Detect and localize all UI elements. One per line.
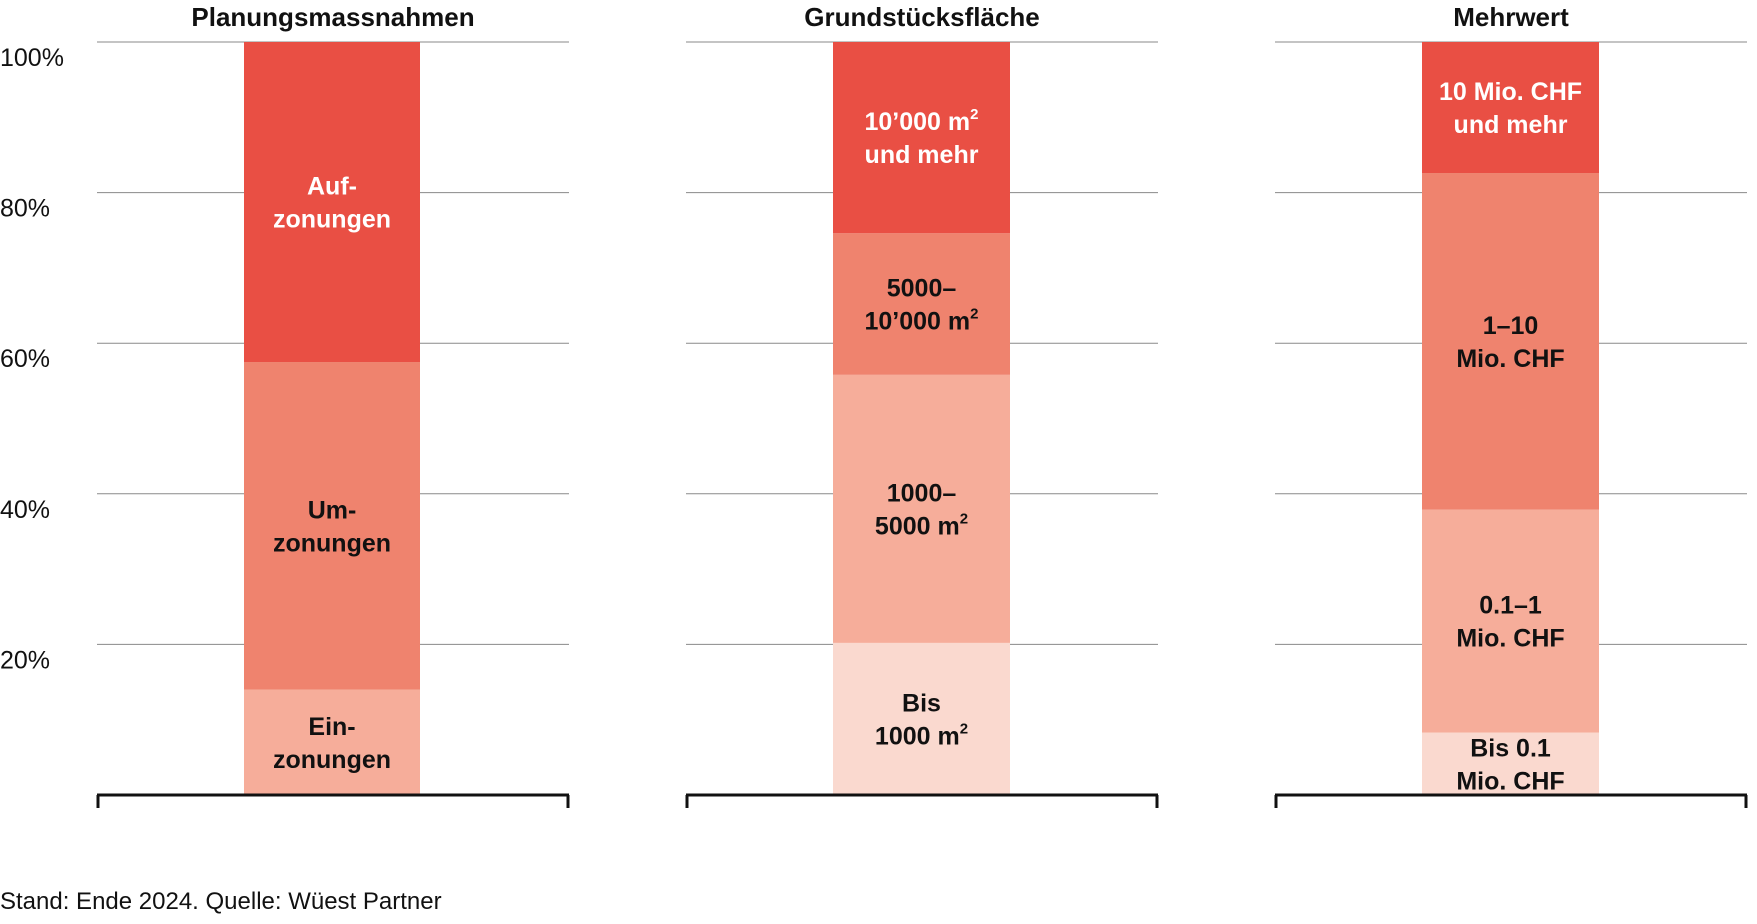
segment-label: 10’000 m2	[865, 306, 979, 336]
panel-title: Planungsmassnahmen	[191, 2, 474, 32]
bar-segment	[833, 42, 1010, 234]
segment-label: und mehr	[865, 141, 979, 169]
segment-label: zonungen	[273, 746, 391, 774]
bar-segment	[833, 642, 1010, 795]
segment-label: Bis 0.1	[1470, 734, 1551, 762]
bar-segment	[833, 374, 1010, 643]
bar-segment	[1422, 732, 1599, 795]
chart-panel: Planungsmassnahmen Ein-zonungen Um-zonunge…	[96, 2, 570, 808]
segment-label: Ein-	[308, 713, 355, 741]
y-tick-label: 80%	[0, 195, 50, 223]
bar-segment	[244, 689, 420, 795]
source-note: Stand: Ende 2024. Quelle: Wüest Partner	[0, 888, 442, 915]
segment-label: und mehr	[1454, 111, 1568, 139]
segment-label: Mio. CHF	[1456, 767, 1564, 795]
segment-label: 1–10	[1483, 312, 1539, 340]
segment-label: 10’000 m2	[865, 106, 979, 136]
segment-label: Auf-	[307, 173, 357, 201]
bar-segment	[1422, 173, 1599, 510]
segment-label: 0.1–1	[1479, 592, 1542, 620]
segment-label: Um-	[308, 496, 357, 524]
y-tick-label: 60%	[0, 345, 50, 373]
chart-panel: Grundstücksfläche Bis 1000 m2 1000– 5000 m2 5…	[685, 2, 1159, 808]
segment-label: 10 Mio. CHF	[1439, 78, 1582, 106]
bar-segment	[1422, 42, 1599, 174]
y-tick-label: 40%	[0, 496, 50, 524]
segment-label: 5000 m2	[875, 510, 968, 540]
segment-label: Bis	[902, 689, 941, 717]
bar-segment	[244, 42, 420, 363]
segment-label: zonungen	[273, 206, 391, 234]
segment-label: 1000–	[887, 479, 957, 507]
segment-label: Mio. CHF	[1456, 345, 1564, 373]
segment-label: 1000 m2	[875, 720, 968, 750]
segment-label: zonungen	[273, 529, 391, 557]
bar-segment	[1422, 509, 1599, 733]
panel-title: Mehrwert	[1453, 2, 1569, 32]
bar-segment	[833, 233, 1010, 375]
y-tick-label: 100%	[0, 44, 64, 72]
y-tick-label: 20%	[0, 646, 50, 674]
segment-label: Mio. CHF	[1456, 625, 1564, 653]
bar-segment	[244, 362, 420, 690]
chart-panel: Mehrwert Bis 0.1 Mio. CHF 0.1–1 Mio. CHF 1–10…	[1274, 2, 1748, 808]
panel-title: Grundstücksfläche	[804, 2, 1040, 32]
segment-label: 5000–	[887, 275, 957, 303]
